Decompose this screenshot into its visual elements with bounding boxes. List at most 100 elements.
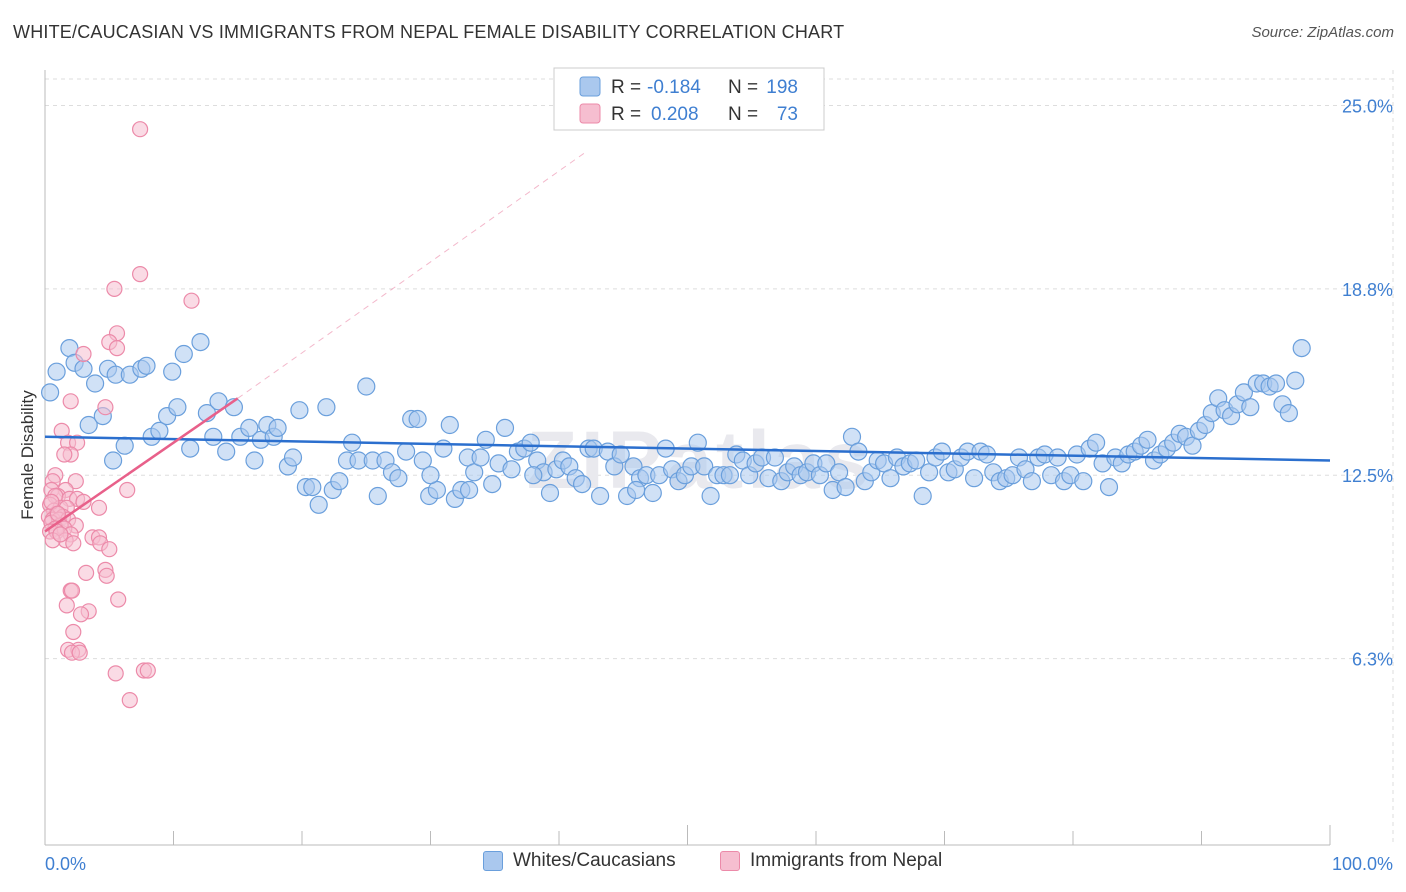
whites-point [471,448,490,467]
whites-point [115,436,134,455]
chart-title: WHITE/CAUCASIAN VS IMMIGRANTS FROM NEPAL… [13,22,845,42]
bottom-legend-item-whites: Whites/Caucasians [483,850,676,872]
grid-lines [45,70,1394,845]
whites-point [1048,448,1067,467]
correlation-legend: R = -0.184 N = 198 R = 0.208 N = 73 [553,67,825,131]
whites-point [881,469,900,488]
whites-point [389,469,408,488]
y-tick-label: 6.3% [1352,650,1393,670]
whites-point [1022,472,1042,491]
whites-point [217,442,236,461]
whites-point [421,466,440,485]
whites-point [245,451,264,470]
nepal-point [132,266,149,283]
whites-point [817,454,836,473]
whites-point [590,486,610,506]
legend-r-label-nepal: R = [611,104,641,125]
whites-point [168,398,187,417]
legend-n-value-whites: 198 [766,77,798,98]
legend-r-value-whites: -0.184 [647,77,701,98]
nepal-point [97,399,114,416]
nepal-point [65,535,82,552]
x-tick-label: 0.0% [45,854,86,874]
whites-point [368,486,387,506]
whites-point [240,418,259,437]
whites-point [932,442,952,461]
bottom-legend-label-whites: Whites/Caucasians [513,850,676,871]
whites-point [74,359,93,378]
nepal-point [52,526,69,543]
whites-point [643,483,662,503]
whites-point [434,439,453,458]
whites-point [1138,430,1157,449]
y-tick-label: 18.8% [1342,280,1393,300]
nepal-point [71,644,88,661]
source-credit: Source: ZipAtlas.com [1251,24,1394,41]
nepal-point [63,582,81,599]
nepal-point [67,473,84,490]
whites-point [524,466,543,485]
whites-point [483,475,502,494]
whites-point [540,483,560,503]
whites-point [495,418,515,437]
nepal-point [56,446,73,463]
series-whites-points [40,333,1311,514]
whites-point [626,480,646,500]
whites-point [688,433,707,452]
whites-point [1099,478,1119,497]
nepal-point [58,597,75,614]
whites-point [611,445,630,464]
whites-point [204,427,223,446]
bottom-legend-swatch-whites [483,851,503,871]
whites-point [309,495,328,514]
whites-point [137,356,156,375]
nepal-point [121,691,138,709]
whites-point [502,460,521,479]
whites-point [695,457,714,476]
y-tick-label: 12.5% [1342,466,1393,486]
whites-trend-line [44,435,1331,462]
bottom-legend-label-nepal: Immigrants from Nepal [750,850,943,871]
nepal-trend-line [44,397,239,533]
whites-point [290,401,309,420]
nepal-point [77,564,95,582]
nepal-point [110,591,127,608]
nepal-point [62,393,79,410]
nepal-point [101,541,118,558]
y-axis-label: Female Disability [18,390,37,520]
x-tick-label: 100.0% [1332,854,1393,874]
nepal-point [65,623,82,641]
legend-swatch-whites [579,76,601,97]
nepal-point [98,567,115,584]
bottom-legend: Whites/Caucasians Immigrants from Nepal [0,850,1406,880]
y-tick-label: 25.0% [1342,96,1393,116]
whites-point [163,362,182,381]
whites-point [191,333,210,352]
legend-r-label-whites: R = [611,77,641,98]
whites-point [268,418,287,437]
whites-point [1241,398,1260,417]
nepal-point [90,499,108,516]
nepal-point [119,481,136,499]
whites-point [283,448,303,467]
whites-point [701,486,720,506]
bottom-legend-swatch-nepal [720,851,740,871]
legend-n-value-nepal: 73 [777,104,798,125]
whites-point [1074,472,1093,491]
bottom-legend-item-nepal: Immigrants from Nepal [720,850,942,872]
whites-point [330,472,349,491]
nepal-point [132,121,149,138]
whites-point [181,439,200,458]
whites-point [303,478,322,497]
whites-point [1279,404,1299,423]
whites-point [413,451,432,470]
whites-point [79,415,98,435]
whites-point [85,374,105,393]
trend-lines [44,152,1331,533]
whites-point [1086,433,1106,452]
nepal-point [107,665,124,682]
nepal-point [106,280,123,297]
nepal-point [75,345,92,363]
whites-point [440,415,459,435]
